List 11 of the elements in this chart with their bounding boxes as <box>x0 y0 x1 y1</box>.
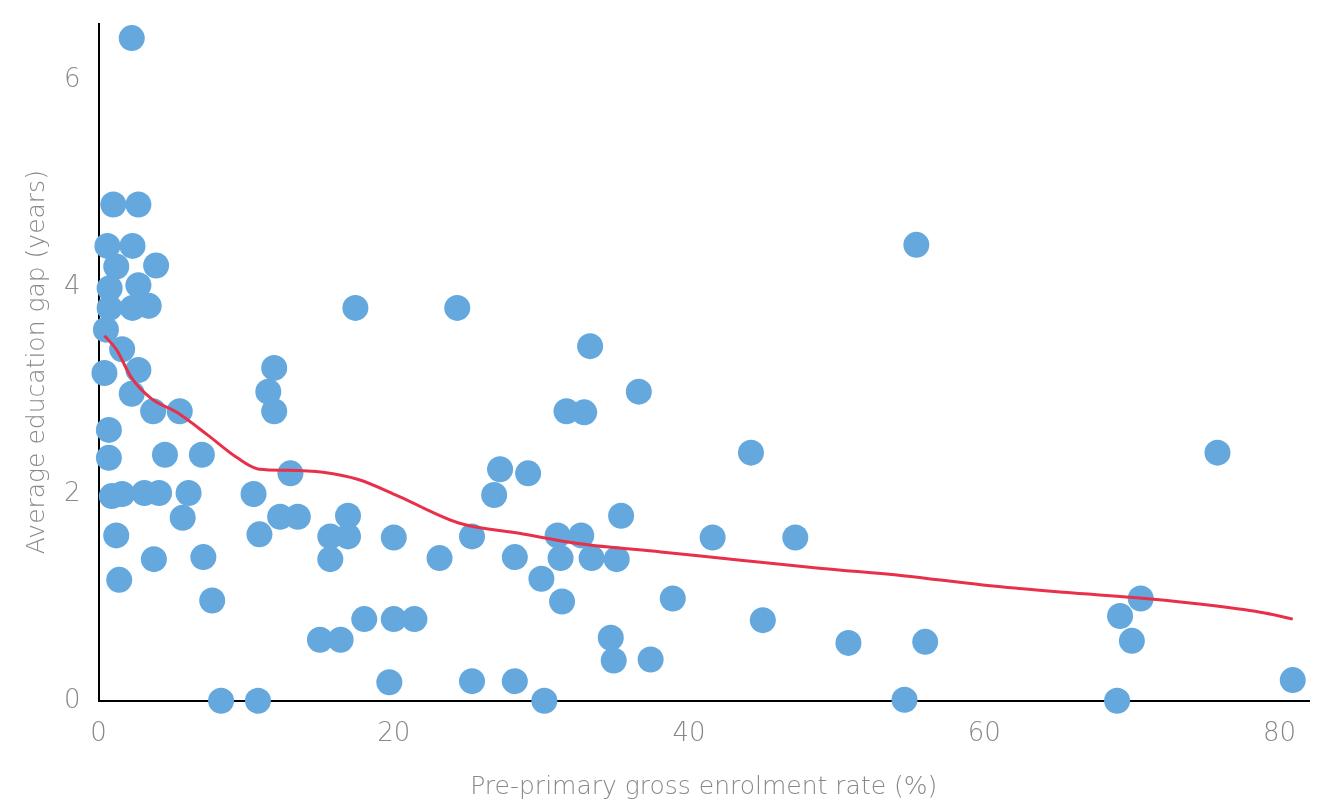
x-tick-label: 0 <box>90 717 107 748</box>
x-tick-label: 60 <box>967 717 1001 748</box>
y-tick-label: 2 <box>64 476 81 507</box>
x-tick-label: 20 <box>377 717 411 748</box>
x-tick-label: 40 <box>672 717 706 748</box>
y-tick-label: 0 <box>64 683 81 714</box>
y-tick-label: 4 <box>64 269 81 300</box>
y-axis-title: Average education gap (years) <box>20 170 50 555</box>
x-tick-label: 80 <box>1262 717 1297 748</box>
x-axis-title: Pre-primary gross enrolment rate (%) <box>470 770 938 800</box>
y-tick-label: 6 <box>64 63 81 94</box>
